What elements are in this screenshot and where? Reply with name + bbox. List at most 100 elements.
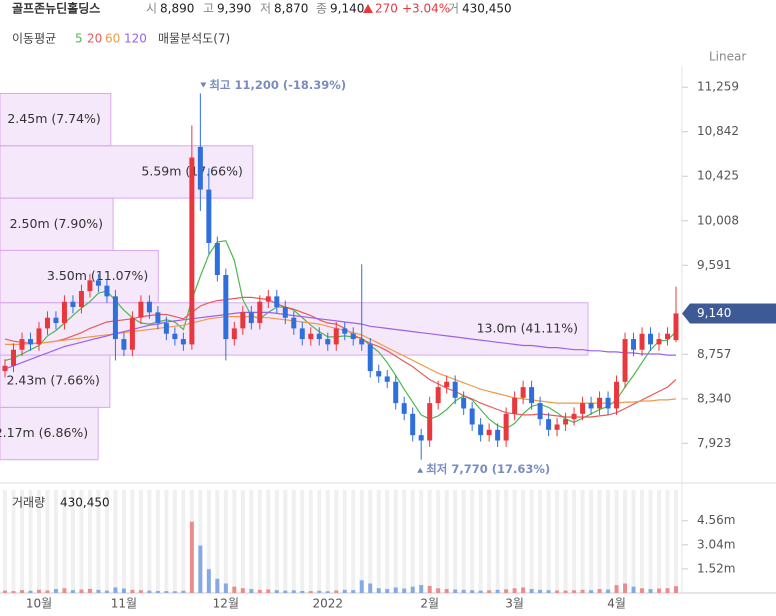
volume-bar (181, 590, 186, 593)
candle-body (104, 285, 110, 297)
quote-value: 430,450 (462, 2, 512, 16)
candle-body (95, 280, 101, 286)
y-tick-label: 11,259 (697, 80, 739, 94)
quote-label: 고 (203, 2, 214, 16)
candle-body (359, 339, 365, 345)
candle-body (665, 333, 671, 340)
volume-bar (147, 590, 152, 593)
y-tick-label: 10,008 (697, 213, 739, 227)
volume-bar (138, 590, 143, 593)
candle-body (291, 317, 297, 329)
volume-bar (665, 588, 670, 593)
quote-value: 9,140 (330, 2, 364, 16)
volume-bar (257, 589, 262, 593)
candle-body (2, 365, 8, 372)
volume-bar (11, 591, 16, 593)
scale-toggle[interactable]: Linear (709, 50, 746, 64)
volume-bar (164, 591, 169, 593)
candle-body (299, 328, 305, 340)
volume-tick-label: 3.04m (697, 537, 735, 551)
volume-bar (606, 589, 611, 593)
candle-body (342, 328, 348, 334)
volume-bar (512, 588, 517, 593)
x-tick-label: 11월 (111, 597, 137, 611)
volume-bar (614, 585, 619, 593)
volume-bar (308, 591, 313, 593)
candle-body (520, 387, 526, 398)
legend-profile[interactable]: 매물분석도(7) (158, 32, 230, 46)
candle-body (36, 328, 42, 345)
candle-body (427, 403, 433, 441)
candle-body (112, 296, 118, 340)
volume-bar (19, 590, 24, 593)
price-tag-label: 9,140 (697, 306, 731, 320)
volume-bar (198, 545, 203, 593)
y-tick-label: 8,757 (697, 347, 731, 361)
volume-bar (104, 590, 109, 593)
volume-bar (657, 588, 662, 593)
volume-bar (393, 587, 398, 593)
candle-body (503, 413, 509, 441)
candle-body (180, 339, 186, 345)
volume-bar (189, 521, 194, 593)
volume-bar (283, 590, 288, 593)
candle-body (444, 381, 450, 388)
candle-body (282, 307, 288, 318)
volume-tick-label: 4.56m (697, 513, 735, 527)
candle-body (580, 403, 586, 414)
candle-body (129, 317, 135, 350)
volume-bar (172, 591, 177, 593)
volume-bar (580, 589, 585, 593)
max-annotation: 최고 11,200 (-18.39%) (209, 78, 346, 92)
volume-bar (53, 589, 58, 593)
profile-label: 2.43m (7.66%) (6, 373, 99, 388)
volume-bar (410, 586, 415, 593)
candle-body (639, 333, 645, 350)
volume-bar (62, 588, 67, 593)
volume-bar (402, 588, 407, 593)
candle-body (172, 333, 178, 340)
candle-body (350, 333, 356, 340)
volume-bar (342, 589, 347, 593)
candle-body (61, 301, 67, 324)
candle-body (146, 301, 152, 313)
volume-bar (444, 589, 449, 593)
candle-body (308, 333, 314, 340)
candle-body (452, 381, 458, 398)
candle-body (248, 312, 254, 324)
profile-bar (0, 406, 99, 461)
volume-bar (546, 590, 551, 593)
candle-body (78, 291, 84, 308)
volume-bar (28, 590, 33, 593)
quote-value: 9,390 (217, 2, 251, 16)
y-tick-label: 7,923 (697, 436, 731, 450)
volume-bar (419, 585, 424, 593)
quote-label: 거 (448, 2, 459, 16)
candle-body (631, 339, 637, 350)
candle-body (597, 397, 603, 409)
volume-bar (376, 588, 381, 593)
candle-body (384, 376, 390, 382)
candle-body (265, 296, 271, 302)
volume-bar (45, 590, 50, 593)
candle-body (138, 301, 144, 318)
y-tick-label: 8,340 (697, 391, 731, 405)
volume-bar (359, 580, 364, 593)
volume-bar (470, 590, 475, 593)
volume-bar (266, 589, 271, 593)
candle-body (27, 339, 33, 345)
candle-body (10, 349, 16, 366)
volume-readout: 430,450 (60, 496, 110, 510)
volume-bar (385, 589, 390, 593)
volume-bar (334, 590, 339, 593)
volume-bar (3, 590, 7, 593)
candle-body (529, 387, 535, 404)
volume-bar (572, 590, 577, 593)
quote-value: 8,890 (160, 2, 194, 16)
x-tick-label: 4월 (607, 597, 626, 611)
y-tick-label: 9,591 (697, 258, 731, 272)
volume-bar (487, 590, 492, 593)
volume-bar (113, 587, 118, 593)
quote-label: 시 (146, 2, 157, 16)
